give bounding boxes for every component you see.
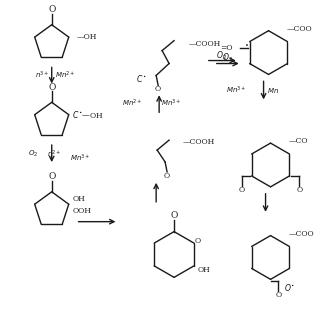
- Text: $Mn^{2+}$: $Mn^{2+}$: [55, 70, 75, 81]
- Text: $C^{\bullet}$—OH: $C^{\bullet}$—OH: [72, 109, 103, 120]
- Text: O: O: [155, 85, 161, 93]
- Text: $O_2$: $O_2$: [222, 51, 233, 64]
- Text: O: O: [195, 237, 201, 245]
- Text: $n^{3+}$: $n^{3+}$: [35, 70, 50, 81]
- Text: —CO: —CO: [288, 137, 308, 145]
- Text: —COO: —COO: [288, 230, 314, 238]
- Text: $O_2$: $O_2$: [28, 149, 38, 159]
- Text: O: O: [239, 186, 245, 194]
- Text: —COOH: —COOH: [183, 138, 215, 146]
- Text: $Mn^{3+}$: $Mn^{3+}$: [161, 98, 182, 109]
- Text: $C^{\bullet}$: $C^{\bullet}$: [136, 73, 146, 84]
- Text: $Mn^{3+}$: $Mn^{3+}$: [70, 152, 90, 164]
- Text: $Mn^{3+}$: $Mn^{3+}$: [226, 85, 247, 96]
- Text: $Mn$: $Mn$: [267, 86, 279, 95]
- Text: $O_2$: $O_2$: [216, 49, 227, 62]
- Text: OH: OH: [73, 195, 85, 203]
- Text: O: O: [164, 172, 170, 180]
- Text: —OH: —OH: [76, 33, 97, 41]
- Text: O: O: [296, 186, 302, 194]
- Text: O: O: [48, 5, 55, 14]
- Text: $O^{\bullet}$: $O^{\bullet}$: [284, 282, 296, 293]
- Text: —COOH: —COOH: [189, 40, 221, 48]
- Text: OOH: OOH: [73, 207, 92, 215]
- Text: O: O: [170, 211, 178, 220]
- Text: $n^{2+}$: $n^{2+}$: [47, 148, 61, 160]
- Text: O: O: [276, 291, 282, 299]
- Text: =O: =O: [220, 44, 233, 52]
- Text: —COO: —COO: [286, 25, 312, 33]
- Text: OH: OH: [198, 266, 211, 274]
- Text: O: O: [48, 83, 55, 92]
- Text: $\bullet$: $\bullet$: [244, 42, 249, 47]
- Text: $Mn^{2+}$: $Mn^{2+}$: [122, 98, 142, 109]
- Text: O: O: [48, 172, 55, 181]
